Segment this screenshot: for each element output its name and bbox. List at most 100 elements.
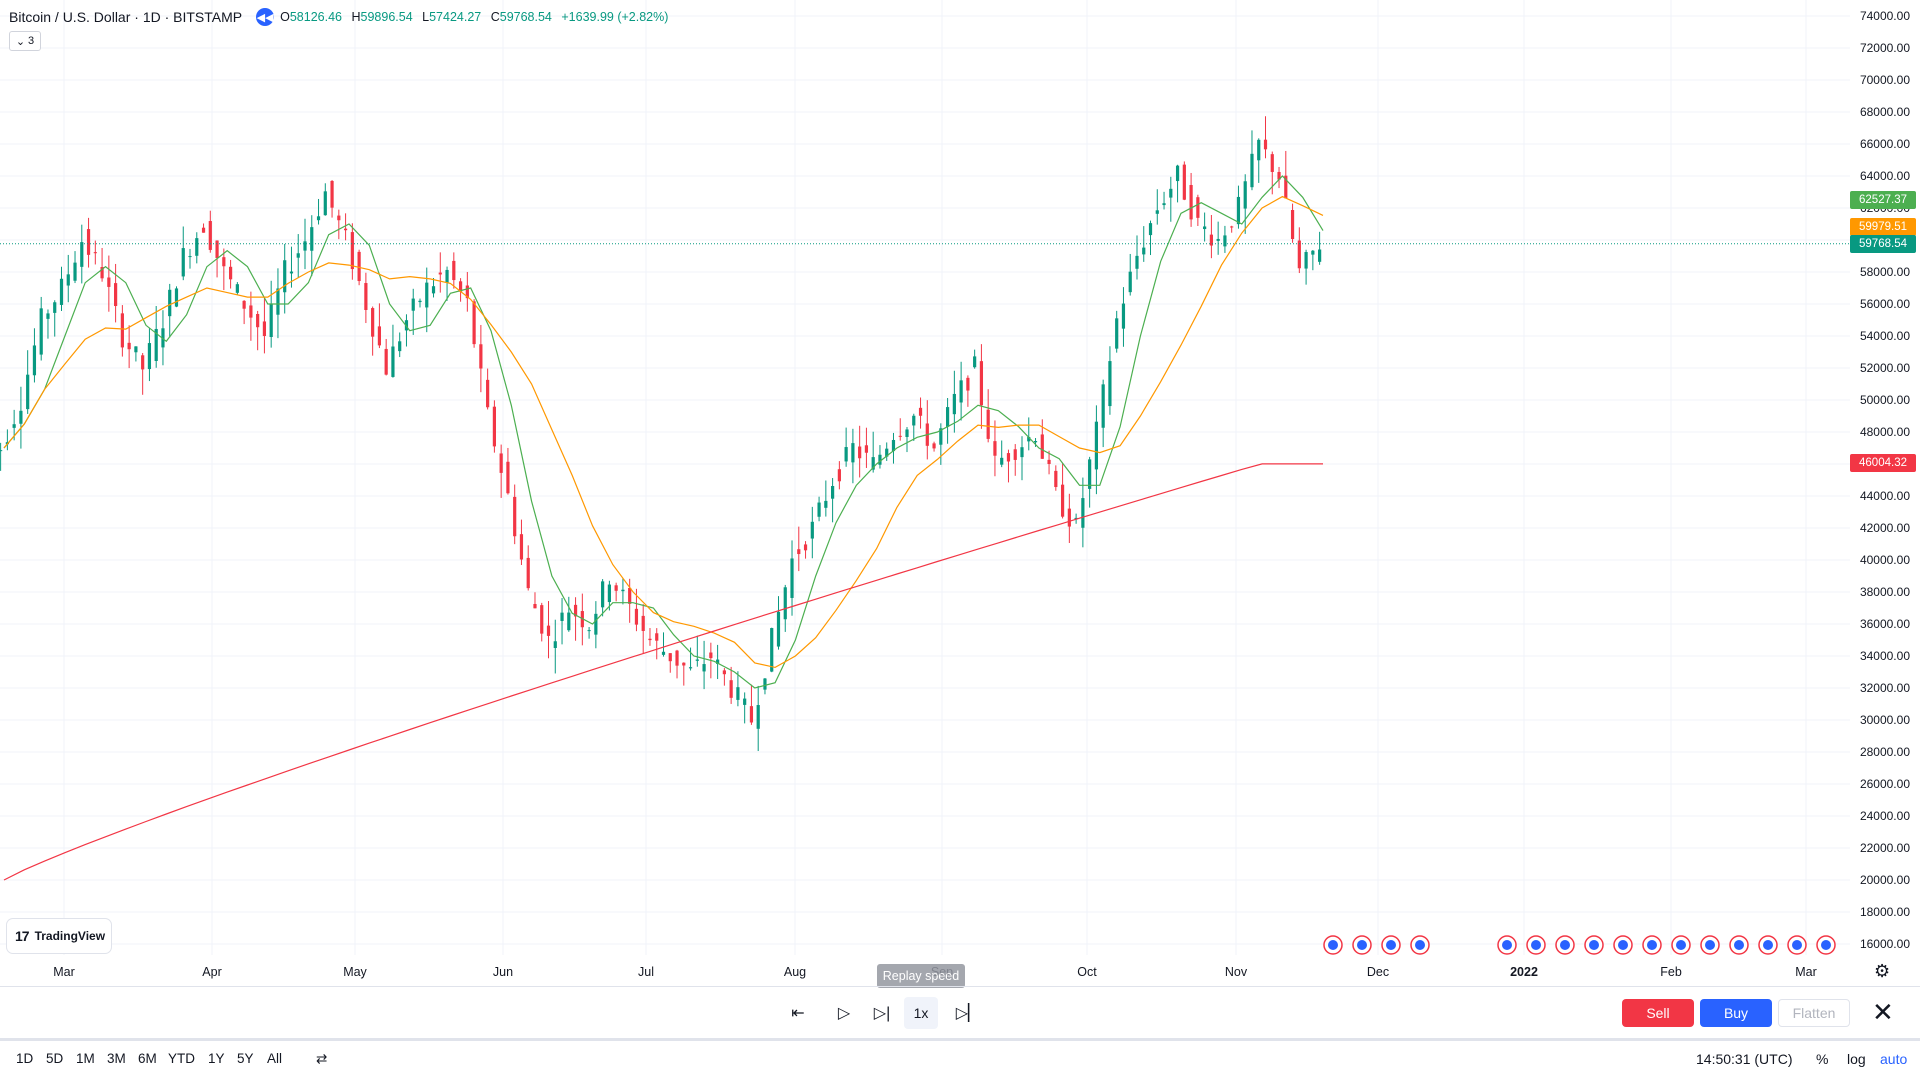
candle-body xyxy=(228,266,233,280)
candle-body xyxy=(702,664,706,672)
candle-body xyxy=(499,453,503,473)
us-flag-icon xyxy=(1328,940,1338,950)
us-flag-icon xyxy=(1734,940,1744,950)
candle-body xyxy=(0,450,3,452)
candle-body xyxy=(168,289,172,317)
range-5d[interactable]: 5D xyxy=(46,1051,64,1066)
range-5y[interactable]: 5Y xyxy=(237,1051,254,1066)
flatten-button[interactable]: Flatten xyxy=(1778,999,1850,1027)
candle-body xyxy=(864,445,869,453)
low-value: 57424.27 xyxy=(429,10,482,24)
price-axis[interactable]: 74000.00 72000.00 70000.00 68000.00 66000.00… xyxy=(1850,0,1920,985)
candle-body xyxy=(817,502,821,517)
us-flag-icon xyxy=(1647,940,1657,950)
candle-body xyxy=(756,705,760,729)
candle-body xyxy=(709,652,713,659)
indicators-toggle[interactable]: ⌄ 3 xyxy=(9,31,41,51)
candle-body xyxy=(93,252,97,254)
candle-body xyxy=(1047,459,1051,464)
indicator-count: 3 xyxy=(28,35,35,47)
ma-red-tag: 46004.32 xyxy=(1850,454,1916,472)
time-label: Feb xyxy=(1660,965,1682,979)
candle-body xyxy=(851,443,855,463)
change-value: +1639.99 (+2.82%) xyxy=(561,10,669,24)
us-flag-icon xyxy=(1792,940,1802,950)
candle-body xyxy=(66,274,70,286)
candle-body xyxy=(181,248,185,277)
candle-body xyxy=(330,180,334,208)
time-label: Aug xyxy=(783,965,807,979)
jump-to-realtime-icon[interactable]: ▷▏ xyxy=(955,1005,981,1022)
candle-body xyxy=(492,406,496,447)
price-label: 44000.00 xyxy=(1859,489,1910,503)
candle-body xyxy=(519,534,524,560)
percent-toggle[interactable]: % xyxy=(1816,1051,1829,1067)
candle-body xyxy=(12,424,16,428)
candle-body xyxy=(418,300,422,303)
candle-body xyxy=(215,240,219,259)
utc-clock[interactable]: 14:50:31 (UTC) xyxy=(1696,1051,1793,1067)
candle-body xyxy=(783,587,787,620)
range-6m[interactable]: 6M xyxy=(138,1051,157,1066)
candle-body xyxy=(1074,517,1078,520)
candle-body xyxy=(1006,453,1011,462)
candle-body xyxy=(1142,247,1146,255)
candle-body xyxy=(513,496,517,537)
step-forward-icon[interactable]: ▷| xyxy=(873,1005,891,1022)
replay-speed-button[interactable]: 1x xyxy=(904,997,938,1029)
candle-body xyxy=(601,581,605,608)
candle-body xyxy=(1128,271,1132,293)
candle-body xyxy=(776,611,781,647)
price-label: 68000.00 xyxy=(1859,105,1910,119)
candle-body xyxy=(1189,185,1193,220)
range-1m[interactable]: 1M xyxy=(76,1051,95,1066)
time-label: May xyxy=(343,965,367,979)
sell-button[interactable]: Sell xyxy=(1622,999,1694,1027)
candle-body xyxy=(668,653,672,662)
range-1y[interactable]: 1Y xyxy=(208,1051,225,1066)
candle-body xyxy=(431,286,436,294)
candle-body xyxy=(1236,196,1241,225)
replay-icon[interactable]: ◀◀ xyxy=(256,8,275,26)
candle-body xyxy=(384,348,388,375)
candle-body xyxy=(1230,226,1234,228)
range-all[interactable]: All xyxy=(267,1051,283,1066)
open-key: O xyxy=(280,10,290,24)
range-ytd[interactable]: YTD xyxy=(168,1051,195,1066)
range-1d[interactable]: 1D xyxy=(16,1051,34,1066)
candle-body xyxy=(1121,303,1126,329)
candle-body xyxy=(154,328,158,361)
buy-button[interactable]: Buy xyxy=(1700,999,1772,1027)
symbol-title[interactable]: Bitcoin / U.S. Dollar · 1D · BITSTAMP xyxy=(9,9,243,25)
candle-body xyxy=(973,356,977,368)
candle-body xyxy=(452,260,456,281)
tradingview-logo[interactable]: 17 TradingView xyxy=(7,919,111,953)
price-label: 74000.00 xyxy=(1859,9,1910,23)
us-flag-icon xyxy=(1357,940,1367,950)
candle-body xyxy=(195,238,199,256)
auto-scale-toggle[interactable]: auto xyxy=(1880,1051,1908,1067)
candle-body xyxy=(1155,210,1159,214)
candle-body xyxy=(1101,384,1105,428)
candle-body xyxy=(120,313,124,348)
goto-date-icon[interactable]: ⇄ xyxy=(316,1051,328,1066)
candle-body xyxy=(343,228,348,231)
price-label: 58000.00 xyxy=(1859,265,1910,279)
gear-icon[interactable]: ⚙ xyxy=(1874,961,1891,981)
time-label: Oct xyxy=(1077,965,1097,979)
range-3m[interactable]: 3M xyxy=(107,1051,126,1066)
candle-body xyxy=(688,667,693,669)
candle-body xyxy=(100,266,104,279)
candle-body xyxy=(465,285,469,299)
candle-body xyxy=(357,251,361,282)
candle-body xyxy=(1108,361,1112,407)
log-toggle[interactable]: log xyxy=(1847,1051,1866,1067)
play-icon[interactable]: ▷ xyxy=(837,1005,851,1022)
chart-area[interactable]: Bitcoin / U.S. Dollar · 1D · BITSTAMP ◀◀… xyxy=(0,0,1890,988)
price-chart[interactable] xyxy=(0,0,1850,985)
candle-body xyxy=(438,272,442,275)
close-icon[interactable]: ✕ xyxy=(1872,997,1894,1027)
jump-to-start-icon[interactable]: ⇤ xyxy=(791,1005,805,1022)
candle-body xyxy=(858,446,862,459)
candle-body xyxy=(614,585,618,591)
